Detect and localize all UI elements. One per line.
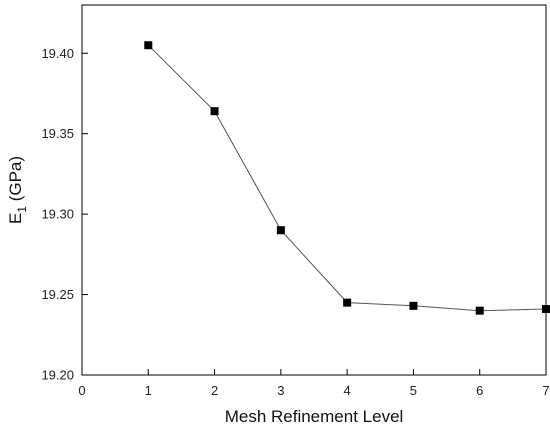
- data-point-marker: [276, 226, 285, 235]
- x-tick-label: 6: [476, 383, 483, 398]
- x-axis-ticks: 0 1 2 3 4 5 6 7: [78, 369, 550, 398]
- series-line: [147, 44, 547, 312]
- x-tick-label: 4: [344, 383, 351, 398]
- data-point-marker: [409, 301, 418, 310]
- plot-frame: [81, 4, 547, 376]
- x-tick-label: 2: [211, 383, 218, 398]
- data-point-marker: [475, 306, 484, 315]
- x-tick-label: 1: [145, 383, 152, 398]
- y-tick-label: 19.30: [41, 207, 74, 222]
- x-axis-title: Mesh Refinement Level: [225, 407, 404, 426]
- y-axis-title-unit: (GPa): [6, 156, 25, 206]
- x-tick-label: 7: [542, 383, 549, 398]
- y-axis-title-subscript: 1: [15, 206, 29, 213]
- y-tick-label: 19.40: [41, 46, 74, 61]
- x-tick-label: 3: [277, 383, 284, 398]
- data-point-marker: [144, 41, 153, 50]
- data-point-marker: [343, 298, 352, 307]
- y-tick-label: 19.35: [41, 126, 74, 141]
- series-layer: [144, 41, 550, 315]
- x-tick-label: 0: [78, 383, 85, 398]
- data-point-marker: [542, 305, 550, 314]
- data-point-marker: [210, 107, 219, 116]
- y-axis-title: E1 (GPa): [6, 156, 29, 224]
- y-axis-ticks: 19.20 19.25 19.30 19.35 19.40: [41, 46, 88, 383]
- x-tick-label: 5: [410, 383, 417, 398]
- y-axis-title-base: E: [6, 213, 25, 224]
- y-tick-label: 19.25: [41, 287, 74, 302]
- y-tick-label: 19.20: [41, 368, 74, 383]
